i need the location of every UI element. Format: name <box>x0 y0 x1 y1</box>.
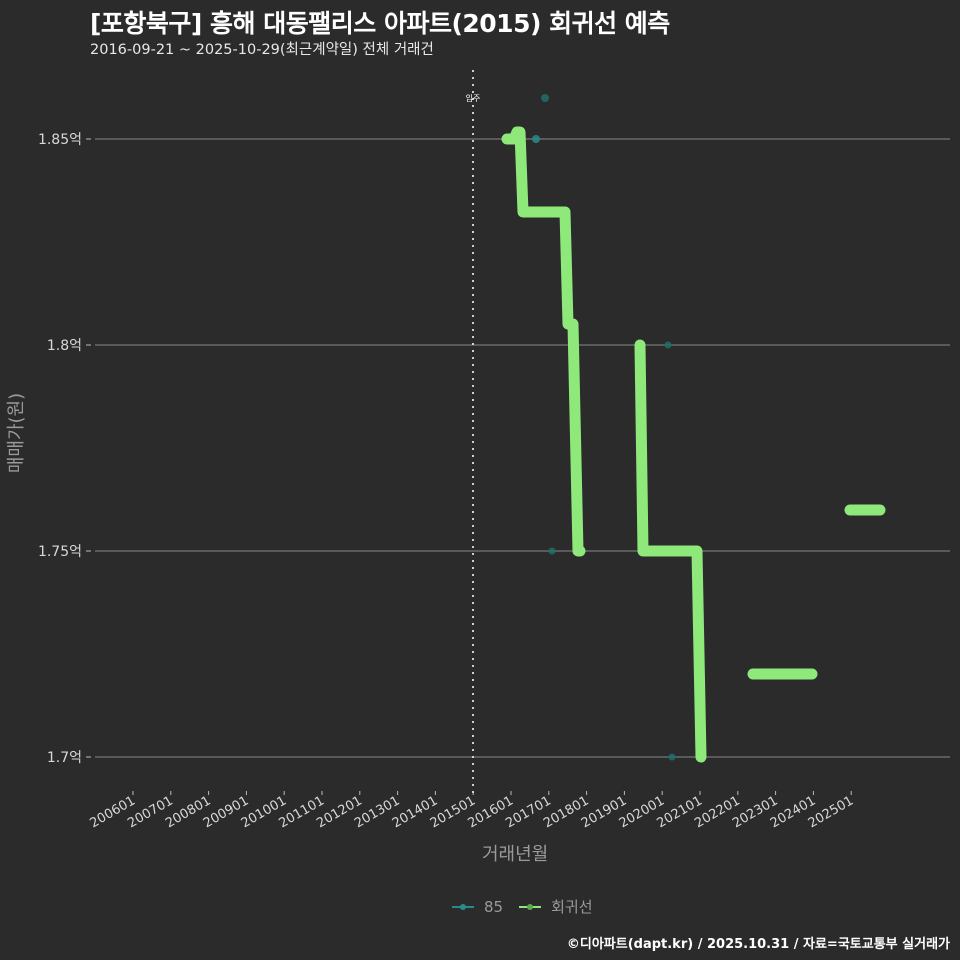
legend: 85 회귀선 <box>452 896 601 917</box>
y-axis-label: 매매가(원) <box>6 392 27 474</box>
legend-item-regression[interactable]: 회귀선 <box>519 896 593 917</box>
y-tick-label: 1.8억 <box>47 338 82 354</box>
y-tick-label: 1.85억 <box>38 132 82 148</box>
legend-label: 85 <box>484 897 504 916</box>
legend-line-dot-icon <box>519 903 542 910</box>
y-axis: 1.85억 1.8억 1.75억 1.7억 <box>38 132 91 766</box>
legend-line-dot-icon <box>452 903 474 910</box>
regression-line <box>501 126 886 763</box>
legend-item-85[interactable]: 85 <box>452 898 503 916</box>
chart-title: [포항북구] 흥해 대동팰리스 아파트(2015) 회귀선 예측 <box>90 9 670 38</box>
y-tick-label: 1.7억 <box>47 750 82 766</box>
legend-label: 회귀선 <box>551 898 593 916</box>
scatter-series-85 <box>532 94 676 761</box>
x-axis-label: 거래년월 <box>482 844 549 865</box>
x-axis: 2006012007012008012009012010012011012012… <box>88 791 856 831</box>
source-credit: ©디아파트(dapt.kr) / 2025.10.31 / 자료=국토교통부 실… <box>566 937 950 952</box>
chart-subtitle: 2016-09-21 ~ 2025-10-29(최근계약일) 전체 거래건 <box>90 42 434 58</box>
y-tick-label: 1.75억 <box>38 544 82 560</box>
gridlines <box>95 138 950 758</box>
move-in-label: 입주 <box>466 94 481 103</box>
